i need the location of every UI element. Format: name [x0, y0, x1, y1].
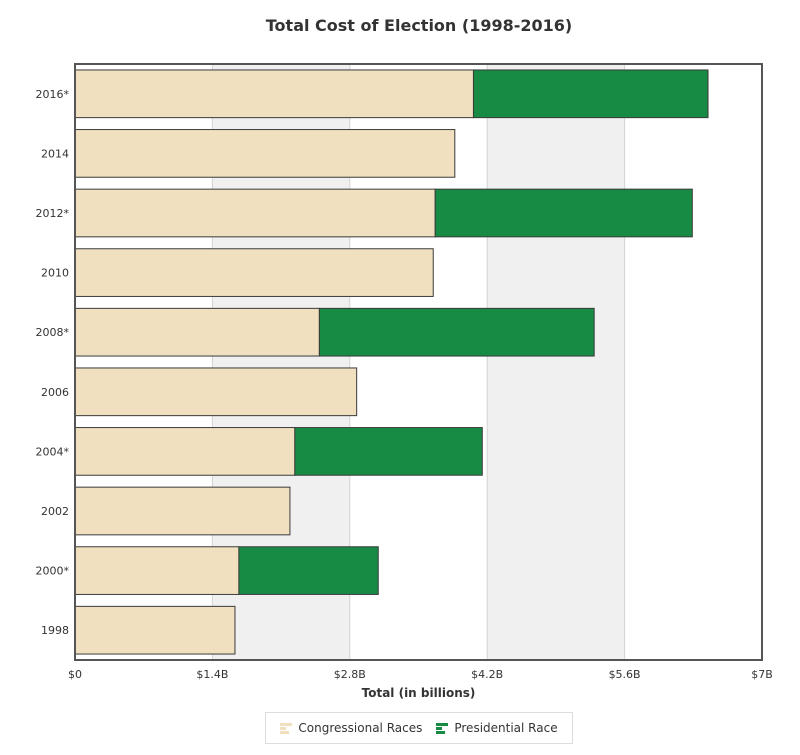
x-tick-label: $5.6B: [609, 668, 641, 681]
bar-presidential[interactable]: [434, 188, 693, 238]
bar-congressional[interactable]: [74, 367, 358, 417]
bar-congressional[interactable]: [74, 307, 320, 357]
bar-series-icon: [280, 722, 293, 734]
y-tick-label: 1998: [41, 624, 69, 637]
legend-icon-bar-bottom: [280, 730, 290, 734]
x-axis-title: Total (in billions): [361, 686, 476, 700]
bar-presidential[interactable]: [238, 546, 379, 595]
legend-label-congressional: Congressional Races: [298, 721, 423, 735]
legend: Congressional Races Presidential Race: [265, 712, 573, 744]
bar-presidential[interactable]: [294, 427, 483, 476]
y-tick-label: 2010: [41, 267, 69, 280]
bar-congressional[interactable]: [74, 188, 436, 238]
bar-congressional[interactable]: [74, 605, 236, 655]
x-tick-label: $0: [68, 668, 82, 681]
x-tick-label: $1.4B: [196, 668, 228, 681]
plot-border: [74, 63, 763, 661]
legend-icon-bar-mid: [280, 726, 287, 730]
y-tick-label: 2016*: [36, 88, 70, 101]
bar-congressional[interactable]: [74, 427, 296, 476]
y-tick-label: 2012*: [36, 207, 70, 220]
bar-series-icon: [436, 722, 449, 734]
bar-congressional[interactable]: [74, 69, 474, 119]
bar-congressional[interactable]: [74, 486, 291, 536]
chart-plot: 2016* 2014 2012* 2010 2008* 2006 2004* 2002 2000…: [36, 63, 773, 681]
bar-presidential[interactable]: [472, 69, 709, 119]
x-tick-label: $2.8B: [334, 668, 366, 681]
y-tick-label: 2000*: [36, 565, 70, 578]
x-tick-label: $4.2B: [471, 668, 503, 681]
bar-congressional[interactable]: [74, 129, 456, 178]
legend-icon-bar-top: [436, 722, 449, 726]
y-tick-label: 2008*: [36, 326, 70, 339]
bar-congressional[interactable]: [74, 248, 434, 297]
legend-icon-bar-mid: [436, 726, 443, 730]
y-tick-label: 2002: [41, 505, 69, 518]
legend-item-presidential[interactable]: Presidential Race: [436, 721, 558, 735]
legend-label-presidential: Presidential Race: [454, 721, 558, 735]
bar-congressional[interactable]: [74, 546, 240, 595]
y-tick-label: 2006: [41, 386, 69, 399]
chart-title: Total Cost of Election (1998-2016): [265, 16, 573, 35]
y-tick-label: 2014: [41, 147, 69, 160]
bar-presidential[interactable]: [318, 307, 595, 357]
y-tick-label: 2004*: [36, 445, 70, 458]
legend-icon-bar-top: [280, 722, 293, 726]
legend-item-congressional[interactable]: Congressional Races: [280, 721, 422, 735]
legend-icon-bar-bottom: [436, 730, 446, 734]
grid-band: [487, 64, 625, 660]
x-tick-label: $7B: [751, 668, 773, 681]
